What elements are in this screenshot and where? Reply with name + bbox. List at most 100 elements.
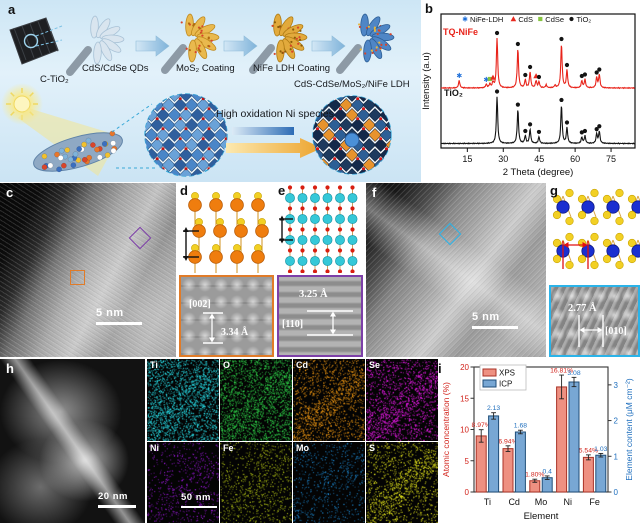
panel-d-model: d [179, 183, 274, 283]
bar-value-label: 6.94% [498, 438, 517, 445]
plane-label-002: [002] [189, 299, 211, 310]
curve-label-tio2: TiO₂ [444, 88, 463, 98]
tio2-spacing-annotation: 3.25 Å [110] [282, 288, 353, 336]
panel-e-model: e [277, 183, 363, 274]
bar-xps-ti [475, 435, 487, 493]
step-arrow [311, 35, 346, 57]
hrtem-crop-mos2: 2.77 Å [010] [549, 285, 640, 357]
eds-tile-ti: Ti [147, 359, 219, 441]
transform-arrow-yellow [226, 138, 322, 158]
label-step1: CdS/CdSe QDs [82, 63, 149, 74]
eds-tile-cd: Cd [293, 359, 365, 441]
xrd-xlabel: 2 Theta (degree) [503, 167, 574, 178]
eds-map-se [366, 359, 438, 441]
sun-icon [13, 95, 31, 113]
bar-ytick-left: 5 [465, 457, 470, 466]
bar-ytick-left: 0 [465, 488, 470, 497]
bar-category-Cd: Cd [508, 497, 520, 507]
qd-decorated-rod [33, 130, 123, 173]
bar-icp-cd [514, 431, 526, 493]
panel-f-hrtem: f 5 nm [366, 183, 546, 357]
xrd-curve-tq-nife [440, 37, 635, 90]
label-step3: NiFe LDH Coating [253, 63, 331, 74]
synthesis-schematic [1, 13, 395, 177]
plane-label-010: [010] [605, 326, 627, 337]
bar-category-Ni: Ni [564, 497, 573, 507]
eds-tile-fe: Fe [220, 441, 292, 523]
xrd-legend-circle: TiO₂ [577, 15, 592, 24]
panel-g-model: g [549, 183, 640, 283]
eds-tile-s: S [366, 441, 438, 523]
bar-value-label: 0.4 [542, 468, 552, 475]
bar-ytick-left: 10 [460, 426, 469, 435]
xrd-xtick: 15 [462, 154, 472, 164]
eds-map-cd [293, 359, 365, 441]
label-product: CdS-CdSe/MoS₂/NiFe LDH [294, 79, 410, 90]
panel-a-scheme: a C-TiO₂ CdS/CdSe QDs MoS₂ Coating NiFe … [0, 0, 421, 182]
eds-map-s [366, 441, 438, 523]
xrd-ylabel: Intensity (a.u) [421, 52, 432, 110]
bar-category-Ti: Ti [484, 497, 491, 507]
lattice-fringes [366, 183, 546, 357]
nanorod-structure [66, 15, 125, 76]
xrd-legend-square: CdSe [545, 15, 564, 24]
xrd-xtick: 30 [498, 154, 508, 164]
xrd-legend-triangle: CdS [518, 15, 533, 24]
panel-b-xrd: b TQ-NiFe TiO₂ 15 30 45 60 75 2 Theta (degree… [421, 0, 640, 182]
spacing-277: 2.77 Å [568, 302, 597, 314]
nanorod-structure [161, 13, 220, 74]
label-annotation: High oxidation Ni species [216, 108, 334, 120]
xrd-xtick: 60 [570, 154, 580, 164]
bar-category-Mo: Mo [535, 497, 548, 507]
xrd-chart: 15 30 45 60 75 2 Theta (degree) Intensity (a.u… [421, 13, 636, 178]
eds-map-ni [147, 441, 219, 523]
panel-label-i: i [438, 361, 442, 376]
tio2-crystal-model [279, 185, 358, 274]
transform-arrow-blue [232, 123, 294, 135]
ni-species-atom [344, 132, 360, 148]
panel-label-g: g [550, 183, 558, 198]
bar-ytick-right: 1 [614, 452, 619, 461]
scalebar-c: 5 nm [96, 307, 142, 325]
nanorod-structure [249, 13, 308, 74]
bar-icp-fe [595, 454, 607, 493]
eds-map-o [220, 359, 292, 441]
plane-label-110: [110] [282, 319, 303, 330]
nanorod-structure [336, 13, 395, 74]
bar-value-label: 3.08 [567, 370, 580, 377]
eds-map-ti [147, 359, 219, 441]
cds-crystal-model [183, 192, 269, 283]
scalebar-eds: 50 nm [181, 492, 217, 508]
bar-xps-fe [582, 456, 594, 493]
bar-value-label: 8.97% [472, 422, 491, 429]
eds-tile-o: O [220, 359, 292, 441]
cds-spacing-annotation: [002] 3.34 Å [189, 299, 249, 344]
step-arrow [135, 35, 170, 57]
eds-map-fe [220, 441, 292, 523]
curve-label-tq-nife: TQ-NiFe [443, 27, 478, 37]
bar-icp-ni [568, 381, 580, 493]
step-arrow [223, 35, 258, 57]
eds-map-mo [293, 441, 365, 523]
legend-label-xps: XPS [499, 369, 515, 378]
panel-i-composition: i 0 5 10 15 20 0 1 2 3 Atomic concentration (%) El… [438, 359, 640, 523]
bar-ytick-right: 0 [614, 488, 619, 497]
roi-box-purple [128, 226, 152, 250]
bar-value-label: 16.81% [550, 368, 573, 375]
scalebar-f: 5 nm [472, 311, 518, 329]
eds-tile-ni: Ni 50 nm [147, 441, 219, 523]
svg-text:✱: ✱ [456, 72, 462, 80]
label-c-tio2: C-TiO₂ [40, 74, 69, 85]
bar-xlabel: Element [524, 511, 559, 522]
legend-swatch-icp [482, 379, 497, 388]
xrd-frame [440, 13, 636, 149]
bar-xps-cd [502, 448, 514, 493]
bar-ylabel-left: Atomic concentration (%) [441, 382, 451, 477]
legend-label-icp: ICP [499, 380, 512, 389]
lattice-fringes [0, 183, 176, 357]
svg-text:✱: ✱ [483, 76, 489, 84]
label-step2: MoS₂ Coating [176, 63, 235, 74]
composition-chart: 0 5 10 15 20 0 1 2 3 Atomic concentration (%) Elem… [441, 363, 634, 522]
panel-label-f: f [372, 185, 377, 200]
